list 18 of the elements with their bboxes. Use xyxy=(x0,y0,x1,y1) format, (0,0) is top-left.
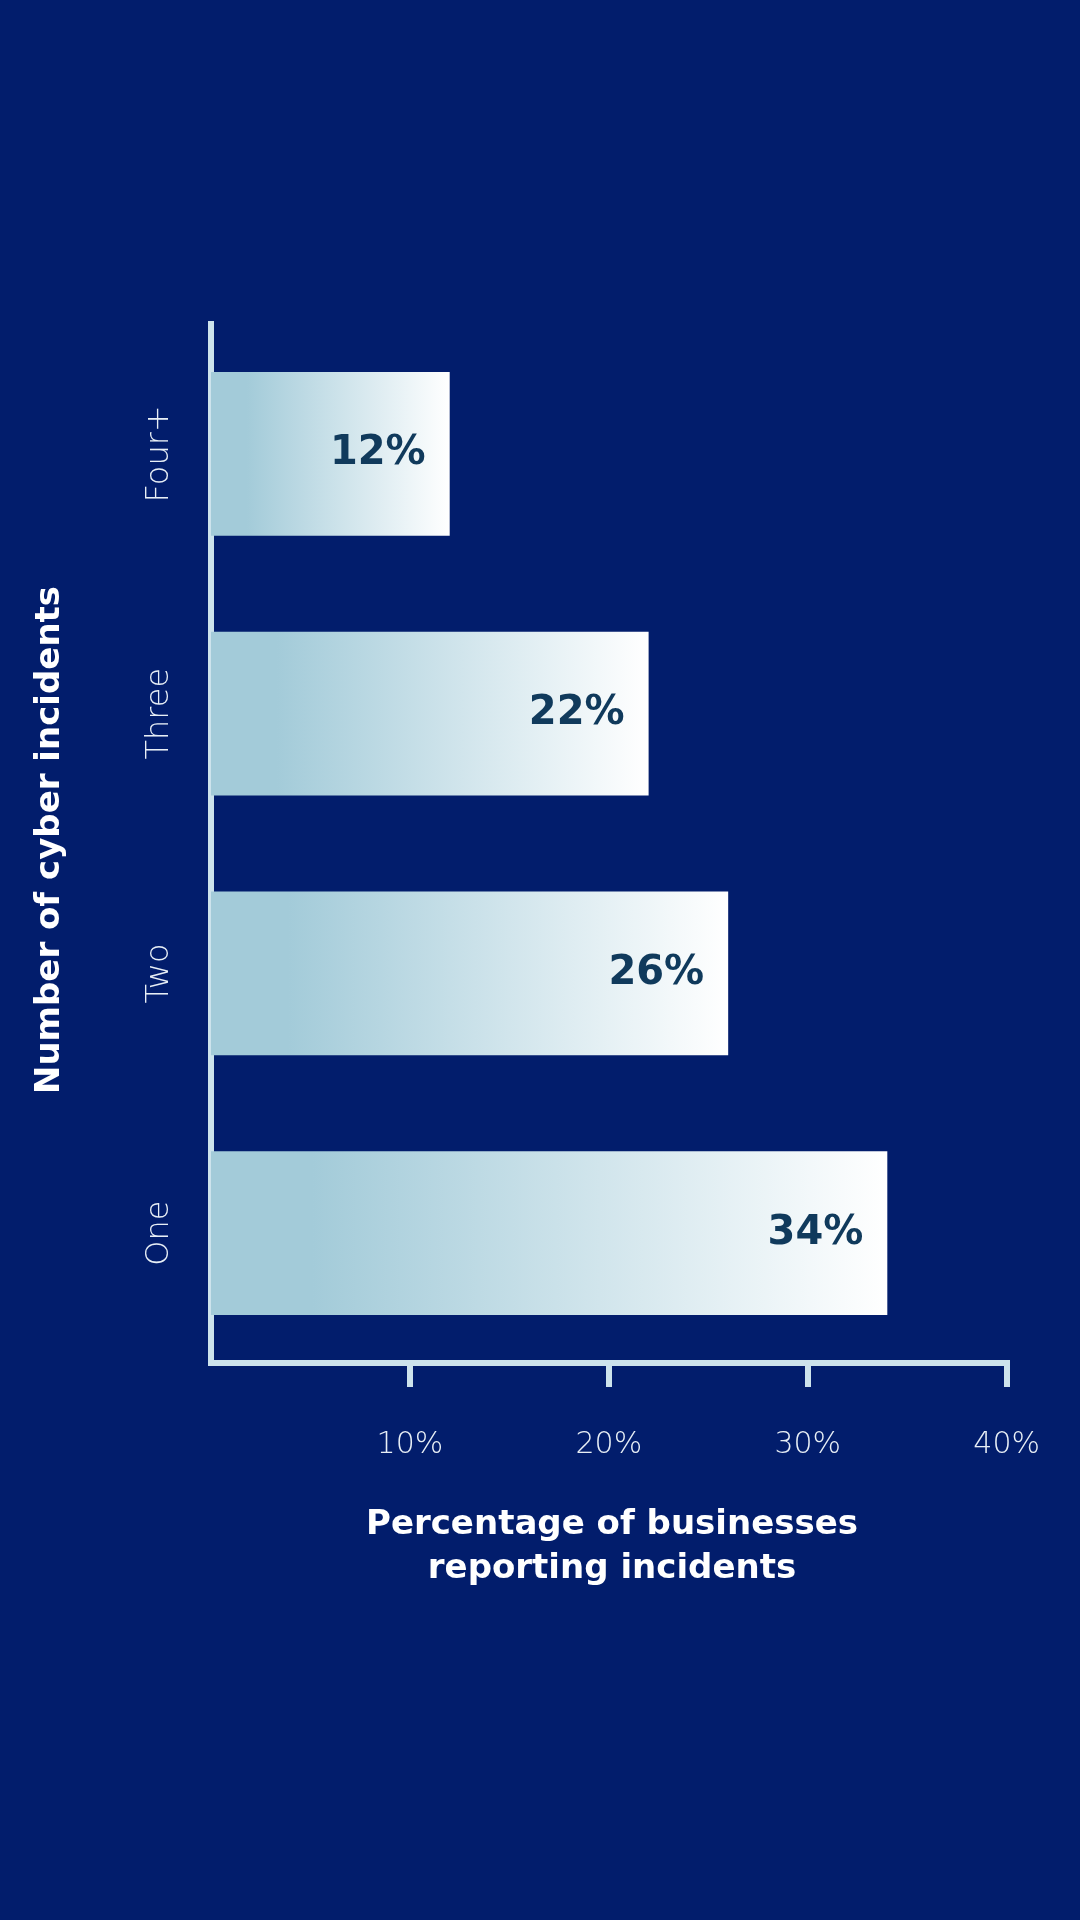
bar xyxy=(211,891,729,1056)
y-tick-label: One xyxy=(138,1200,177,1266)
x-tick-label: 10% xyxy=(376,1424,444,1460)
y-axis-title: Number of cyber incidents xyxy=(26,585,67,1095)
x-axis-title: Percentage of businesses reporting incidents xyxy=(365,1501,859,1586)
x-tick-label: 30% xyxy=(774,1424,842,1460)
bar xyxy=(211,372,450,536)
data-label: 34% xyxy=(767,1206,864,1253)
data-label: 22% xyxy=(528,687,625,734)
y-tick-label: Four+ xyxy=(138,405,177,503)
y-tick-label: Three xyxy=(138,667,177,760)
y-tick-label: Two xyxy=(138,943,177,1004)
data-label: 26% xyxy=(608,946,705,993)
bar xyxy=(211,631,649,796)
x-tick-label: 20% xyxy=(575,1424,643,1460)
bar xyxy=(211,1151,888,1315)
x-tick-label: 40% xyxy=(973,1424,1040,1460)
data-label: 12% xyxy=(329,427,426,474)
